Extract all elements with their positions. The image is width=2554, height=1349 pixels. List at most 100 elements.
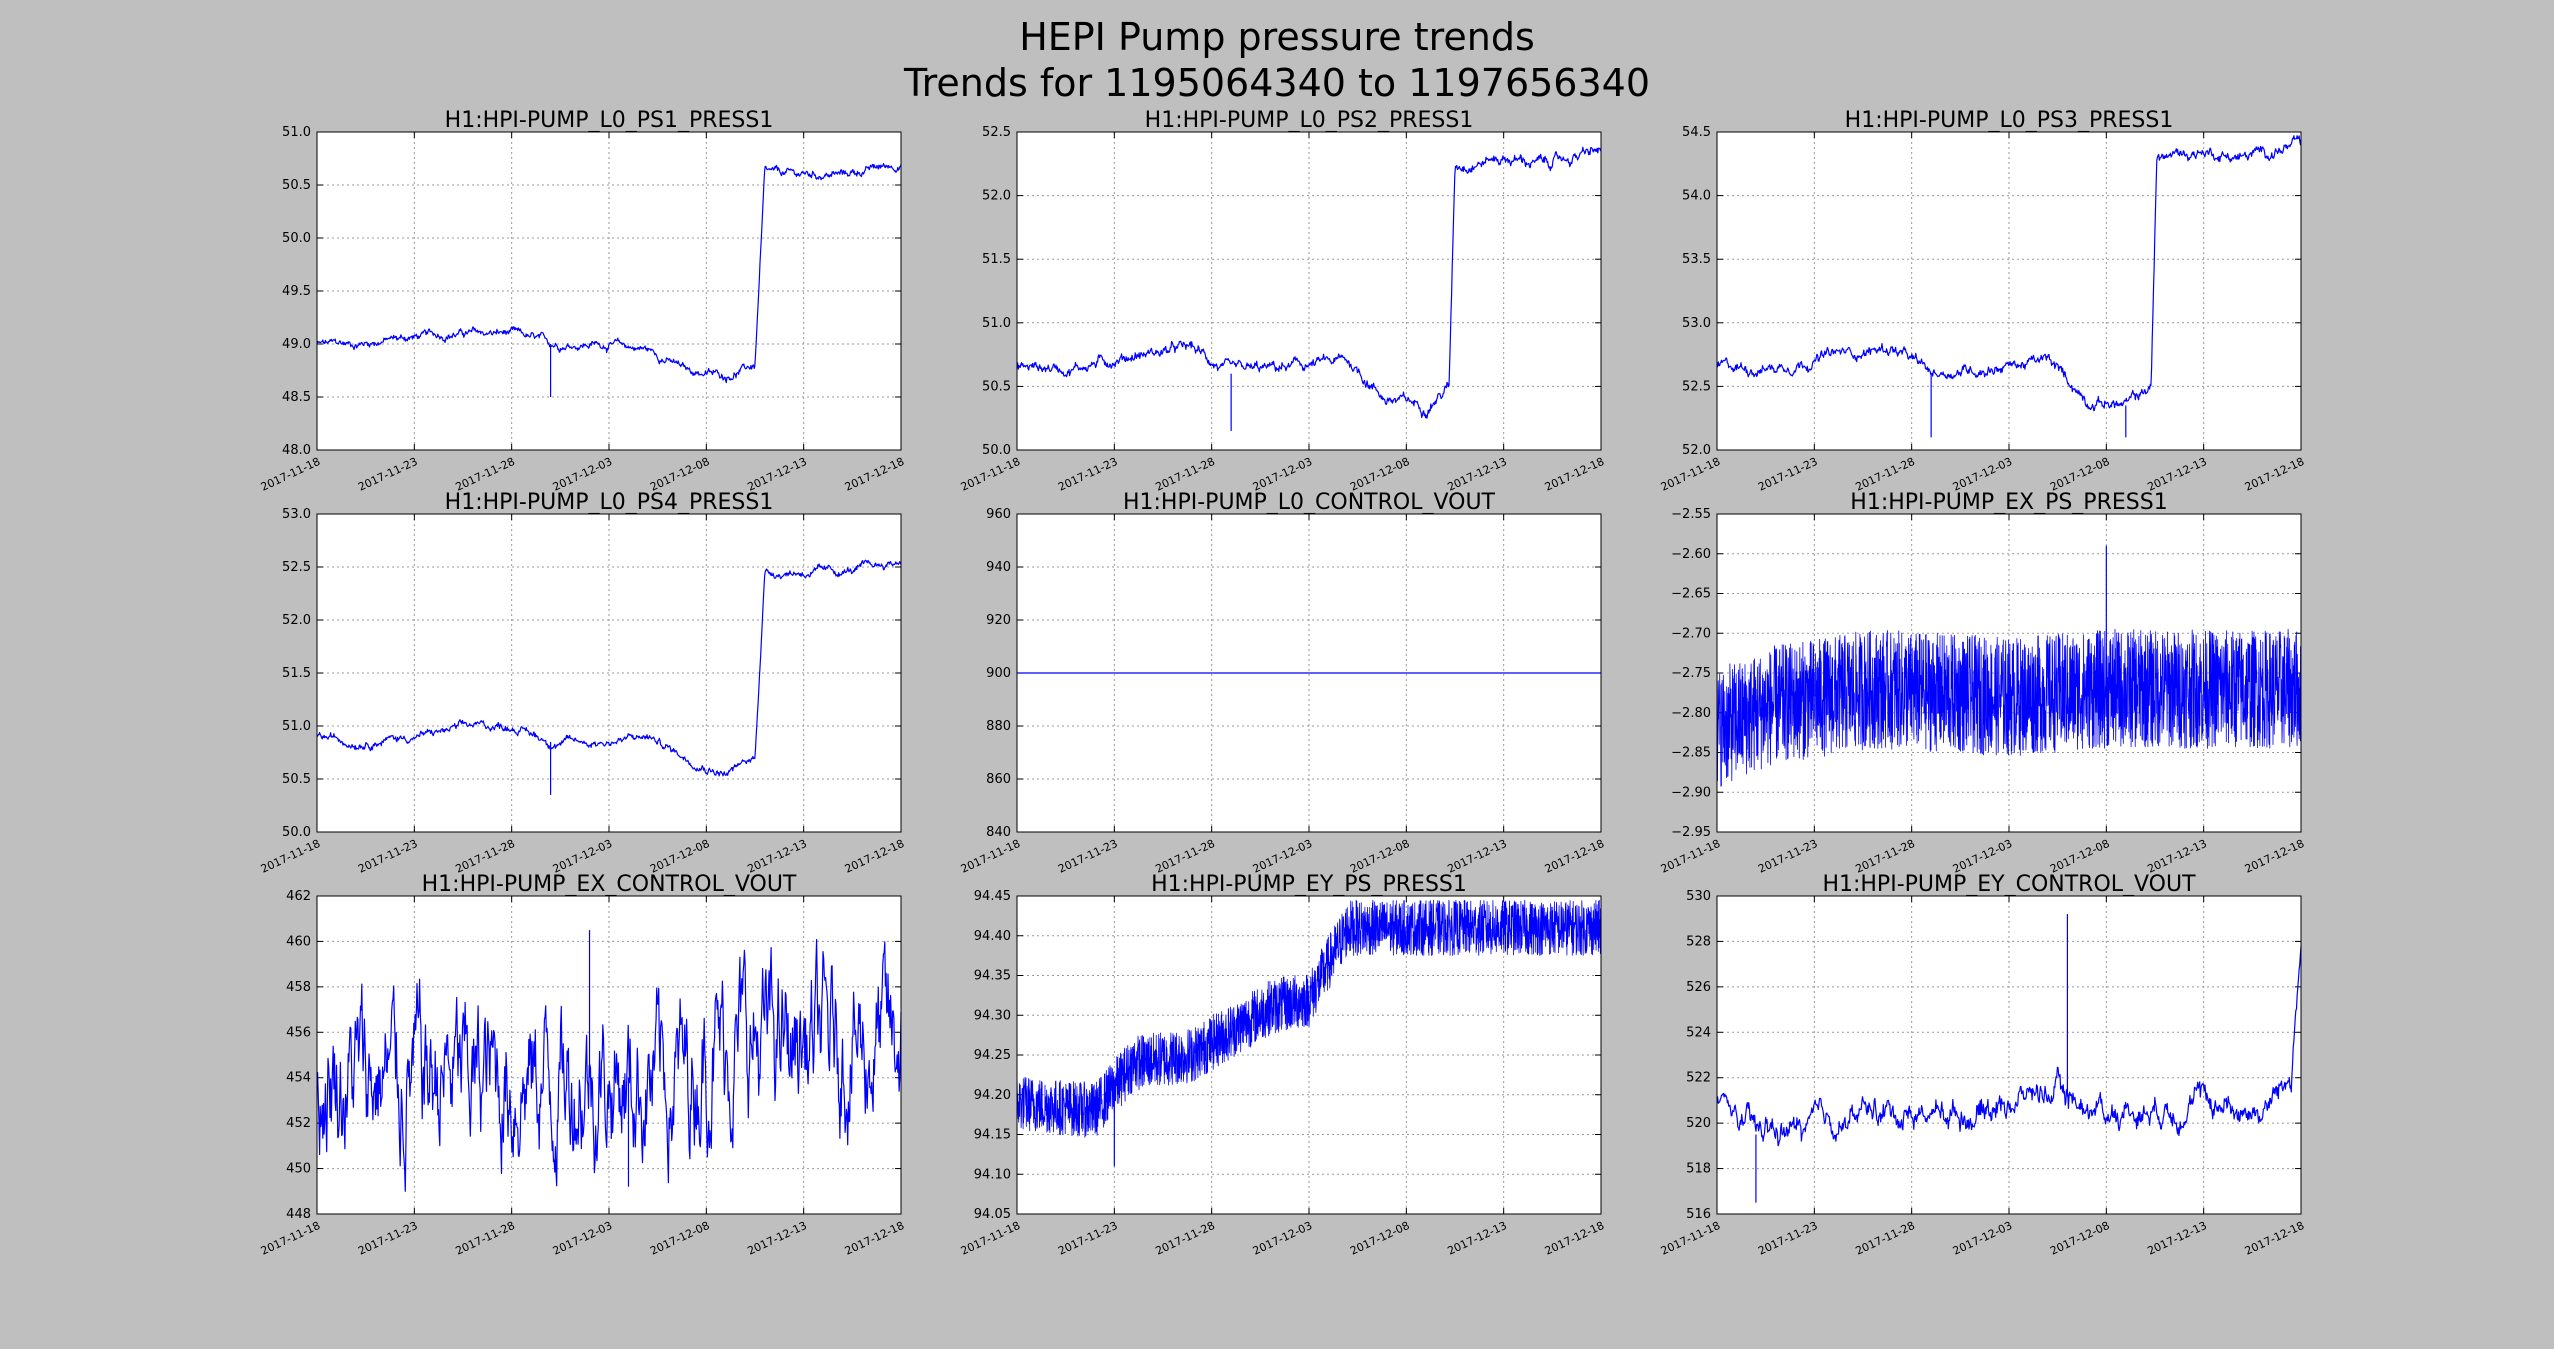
y-tick-label: 51.0 — [982, 316, 1011, 331]
plot-frame — [316, 131, 902, 451]
subplot-title: H1:HPI-PUMP_L0_PS2_PRESS1 — [1145, 108, 1474, 133]
y-tick-label: 53.0 — [282, 507, 311, 522]
x-tick-label: 2017-11-28 — [453, 1219, 516, 1258]
y-tick-label: −2.70 — [1671, 626, 1711, 641]
x-tick-label: 2017-11-23 — [1756, 837, 1819, 876]
y-tick-label: 448 — [286, 1207, 311, 1222]
x-tick-label: 2017-12-13 — [745, 1219, 808, 1258]
x-tick-label: 2017-11-18 — [1659, 1219, 1722, 1258]
y-tick-label: 51.5 — [982, 252, 1011, 267]
x-tick-label: 2017-12-18 — [2243, 837, 2306, 876]
x-tick-label: 2017-11-28 — [1853, 837, 1916, 876]
y-tick-label: −2.90 — [1671, 785, 1711, 800]
subplot-title: H1:HPI-PUMP_EX_PS_PRESS1 — [1850, 490, 2167, 515]
subplot-4: 50.0 50.5 51.0 51.5 52.0 52.5 53.0 2017-11-18 20… — [259, 490, 906, 876]
y-tick-label: 518 — [1686, 1162, 1711, 1177]
y-tick-label: 49.5 — [282, 284, 311, 299]
subplot-7: 448 450 452 454 456 458 460 462 2017-11-18 2017-1… — [259, 872, 906, 1258]
y-tick-label: 94.20 — [974, 1088, 1011, 1103]
y-tick-label: −2.55 — [1671, 507, 1711, 522]
series-line — [1716, 946, 2302, 1147]
subplot-5: 840 860 880 900 920 940 960 2017-11-18 2017-11-2… — [959, 490, 1606, 876]
y-tick-label: −2.60 — [1671, 547, 1711, 562]
plot-frame — [316, 895, 902, 1215]
x-tick-label: 2017-11-23 — [1756, 455, 1819, 494]
y-tick-label: 94.45 — [974, 889, 1011, 904]
x-tick-label: 2017-12-18 — [843, 455, 906, 494]
subplot-6: −2.95 −2.90 −2.85 −2.80 −2.75 −2.70 −2.65 −2.60… — [1659, 490, 2306, 876]
y-tick-label: 94.35 — [974, 969, 1011, 984]
subplot-title: H1:HPI-PUMP_EX_CONTROL_VOUT — [422, 872, 797, 897]
y-tick-label: 456 — [286, 1025, 311, 1040]
y-tick-label: 54.0 — [1682, 189, 1711, 204]
x-tick-label: 2017-11-23 — [356, 455, 419, 494]
x-tick-label: 2017-12-13 — [2145, 1219, 2208, 1258]
y-tick-label: 51.0 — [282, 719, 311, 734]
x-tick-label: 2017-11-18 — [959, 455, 1022, 494]
x-tick-label: 2017-12-03 — [1951, 837, 2014, 876]
x-tick-label: 2017-12-08 — [1348, 455, 1411, 494]
series-line — [316, 939, 902, 1192]
x-tick-label: 2017-11-23 — [1056, 1219, 1119, 1258]
series-line — [1716, 135, 2302, 412]
x-tick-label: 2017-12-18 — [2243, 455, 2306, 494]
y-tick-label: 462 — [286, 889, 311, 904]
x-tick-label: 2017-11-18 — [259, 1219, 322, 1258]
x-tick-label: 2017-12-08 — [648, 455, 711, 494]
x-tick-label: 2017-11-28 — [1853, 1219, 1916, 1258]
plot-frame — [1716, 513, 2302, 833]
y-tick-label: 53.0 — [1682, 316, 1711, 331]
y-tick-label: 52.5 — [982, 125, 1011, 140]
y-tick-label: 49.0 — [282, 337, 311, 352]
plot-frame — [1716, 895, 2302, 1215]
y-tick-label: 50.0 — [282, 825, 311, 840]
x-tick-label: 2017-12-18 — [843, 837, 906, 876]
x-tick-label: 2017-11-23 — [356, 837, 419, 876]
x-tick-label: 2017-12-13 — [2145, 455, 2208, 494]
x-tick-label: 2017-12-03 — [551, 455, 614, 494]
x-tick-label: 2017-11-28 — [1853, 455, 1916, 494]
y-tick-label: 53.5 — [1682, 252, 1711, 267]
y-tick-label: 94.30 — [974, 1008, 1011, 1023]
x-tick-label: 2017-12-18 — [2243, 1219, 2306, 1258]
x-tick-label: 2017-12-03 — [1951, 1219, 2014, 1258]
y-tick-label: 458 — [286, 980, 311, 995]
y-tick-label: −2.75 — [1671, 666, 1711, 681]
x-tick-label: 2017-12-03 — [551, 837, 614, 876]
y-tick-label: 48.0 — [282, 443, 311, 458]
series-line — [1016, 146, 1602, 419]
series-line — [1716, 628, 2302, 787]
series-line — [316, 163, 902, 384]
y-tick-label: 51.5 — [282, 666, 311, 681]
x-tick-label: 2017-12-13 — [1445, 455, 1508, 494]
x-tick-label: 2017-12-08 — [648, 1219, 711, 1258]
y-tick-label: 526 — [1686, 980, 1711, 995]
y-tick-label: 52.5 — [282, 560, 311, 575]
y-tick-label: 52.5 — [1682, 379, 1711, 394]
x-tick-label: 2017-11-28 — [1153, 837, 1216, 876]
x-tick-label: 2017-11-23 — [1056, 837, 1119, 876]
x-tick-label: 2017-11-28 — [453, 455, 516, 494]
x-tick-label: 2017-11-18 — [1659, 455, 1722, 494]
subplot-title: H1:HPI-PUMP_EY_CONTROL_VOUT — [1822, 872, 2196, 897]
subplot-9: 516 518 520 522 524 526 528 530 2017-11-18 2017-1… — [1659, 872, 2306, 1258]
subplot-3: 52.0 52.5 53.0 53.5 54.0 54.5 2017-11-18 2017-1… — [1659, 108, 2306, 494]
plot-frame — [1716, 131, 2302, 451]
subplot-title: H1:HPI-PUMP_EY_PS_PRESS1 — [1151, 872, 1467, 897]
y-tick-label: −2.85 — [1671, 746, 1711, 761]
y-tick-label: 50.5 — [282, 178, 311, 193]
y-tick-label: 52.0 — [1682, 443, 1711, 458]
y-tick-label: 94.40 — [974, 929, 1011, 944]
x-tick-label: 2017-12-13 — [1445, 837, 1508, 876]
x-tick-label: 2017-12-08 — [2048, 837, 2111, 876]
x-tick-label: 2017-12-18 — [1543, 837, 1606, 876]
x-tick-label: 2017-12-13 — [1445, 1219, 1508, 1258]
y-tick-label: 524 — [1686, 1025, 1711, 1040]
x-tick-label: 2017-12-03 — [1951, 455, 2014, 494]
y-tick-label: −2.95 — [1671, 825, 1711, 840]
subplot-title: H1:HPI-PUMP_L0_PS1_PRESS1 — [445, 108, 774, 133]
y-tick-label: 50.5 — [282, 772, 311, 787]
y-tick-label: 516 — [1686, 1207, 1711, 1222]
y-tick-label: −2.80 — [1671, 706, 1711, 721]
